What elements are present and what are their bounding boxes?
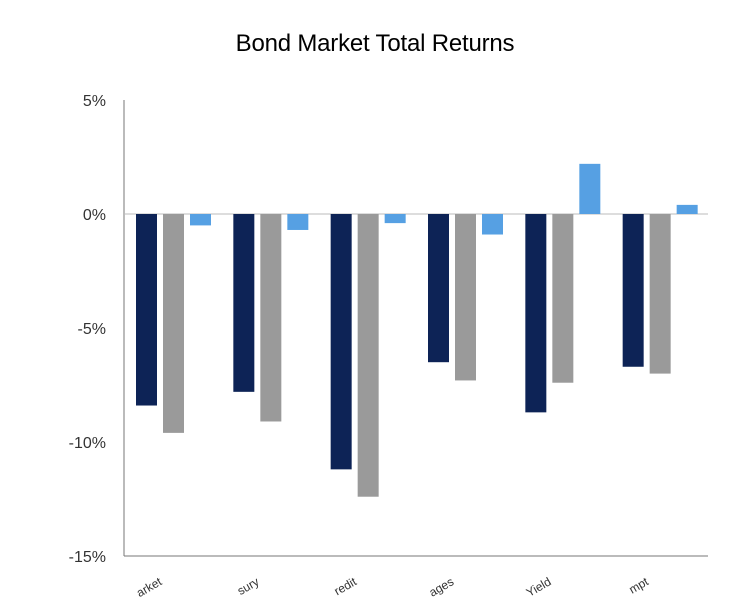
bar	[525, 214, 547, 413]
chart-title: Bond Market Total Returns	[235, 30, 515, 57]
bar	[676, 204, 698, 214]
y-tick-label: -5%	[78, 321, 106, 338]
bar	[428, 214, 449, 363]
bar	[190, 214, 211, 226]
bar	[455, 214, 476, 381]
y-tick-labels: 5% 0% -5% -10% -15%	[69, 93, 106, 566]
axes	[123, 100, 708, 557]
bar	[287, 214, 309, 230]
y-tick-label: -15%	[69, 549, 106, 566]
y-tick-label: -10%	[69, 435, 106, 452]
x-tick-label: mpt	[626, 574, 651, 596]
bar	[330, 214, 352, 470]
bar	[649, 214, 671, 374]
bar	[552, 214, 574, 383]
bar	[579, 163, 601, 214]
x-tick-label: Yield	[524, 574, 554, 599]
y-tick-label: 5%	[83, 93, 106, 110]
bar	[233, 214, 255, 392]
y-tick-label: 0%	[83, 207, 106, 224]
bar	[163, 214, 184, 433]
x-tick-label: ages	[427, 574, 457, 599]
bars	[136, 163, 698, 497]
bar	[260, 214, 282, 422]
bar	[384, 214, 406, 224]
bar	[357, 214, 379, 497]
bar	[136, 214, 157, 406]
x-tick-label: sury	[235, 574, 262, 597]
x-tick-label: redit	[332, 574, 360, 598]
bar	[622, 214, 644, 367]
x-tick-labels: arket sury redit ages Yield mpt	[134, 574, 651, 600]
bar	[482, 214, 503, 235]
x-tick-label: arket	[134, 574, 165, 600]
